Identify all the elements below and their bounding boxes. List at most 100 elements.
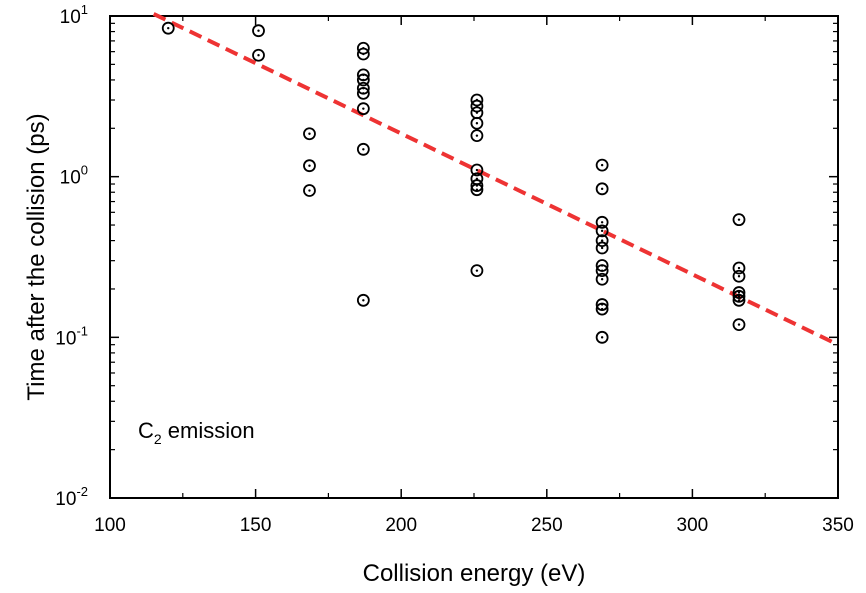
data-point-ring [470,129,484,143]
data-point-ring [595,224,609,238]
data-point-ring [470,183,484,197]
data-point-center [362,78,365,82]
emission-annotation: C2 emission [138,418,255,447]
data-point [303,127,316,141]
x-axis-title: Collision energy (eV) [363,560,586,587]
data-point-ring [303,127,316,141]
data-point-ring [732,289,746,303]
x-tick-label: 150 [240,515,272,536]
data-point [470,116,484,130]
annotation-subscript: 2 [154,431,162,447]
data-point [356,293,370,307]
axis-ticks [109,15,839,499]
data-point-center [600,278,604,281]
data-point [595,241,609,255]
data-point-center [362,92,365,95]
data-point-center [362,52,365,56]
data-point-ring [732,318,746,332]
data-point-ring [732,213,746,227]
data-point [303,184,316,197]
data-point-ring [252,48,265,62]
data-point [595,158,609,172]
data-point-center [600,307,604,311]
y-tick-base: 10 [55,489,76,510]
data-points-layer [161,21,746,344]
data-point-center [600,221,604,224]
data-point-center [475,188,479,191]
data-point-center [308,189,311,192]
data-point [595,272,609,286]
y-axis-title: Time after the collision (ps) [23,113,50,400]
y-tick-label: 101 [60,2,88,28]
data-point-center [600,239,604,242]
fit-line-layer [152,12,839,347]
y-tick-base: 10 [60,7,81,28]
data-point-center [362,148,365,151]
data-point [732,286,746,299]
data-point-center [737,323,741,326]
data-point-center [475,122,479,125]
data-point-ring [732,261,746,275]
data-point-ring [356,293,370,307]
data-point-center [600,269,604,272]
data-point [356,142,370,156]
data-point-center [257,54,260,57]
fit-line [152,12,839,347]
data-point-ring [303,184,316,197]
data-point [595,264,609,278]
x-tick-label: 200 [385,515,417,536]
data-point-ring [303,159,316,173]
data-point-center [475,111,479,114]
data-point [732,318,746,332]
data-point-center [600,229,604,233]
data-point-ring [470,163,484,177]
data-point [356,102,370,116]
data-point-center [308,164,311,167]
data-point-center [737,291,741,294]
y-tick-label: 100 [60,163,88,189]
data-point [470,163,484,177]
data-point [252,24,265,38]
annotation-main: C [138,418,154,443]
data-point-ring [356,102,370,116]
annotation-rest: emission [162,418,255,443]
data-point-ring [595,234,609,248]
y-tick-exponent: -1 [76,323,88,338]
y-tick-label: 10-1 [55,323,88,349]
y-tick-exponent: 1 [81,2,88,17]
data-point-ring [470,264,484,278]
data-point-ring [595,215,609,229]
data-point-ring [356,142,370,156]
y-tick-exponent: 0 [81,163,88,178]
x-tick-label: 300 [677,515,709,536]
data-point-ring [356,86,370,100]
y-tick-label: 10-2 [55,484,88,510]
data-point-center [737,266,741,270]
data-point-center [475,269,479,272]
data-point-ring [161,21,175,35]
data-point-center [737,275,741,278]
x-tick-label: 100 [94,515,126,536]
data-point [595,224,609,238]
data-point [595,330,609,344]
data-point-ring [356,47,370,61]
data-point-center [600,336,604,339]
data-point-ring [595,330,609,344]
data-point [356,86,370,100]
data-point-ring [595,302,609,316]
data-point-ring [732,293,746,307]
y-tick-base: 10 [60,168,81,189]
data-point-ring [470,116,484,130]
data-point-ring [732,286,746,299]
data-point-center [308,132,311,135]
data-point-ring [356,73,370,87]
y-tick-exponent: -2 [76,484,88,499]
data-point [595,182,609,196]
data-point [595,215,609,229]
data-point-ring [470,179,484,192]
data-point-center [362,299,365,302]
data-point [470,264,484,278]
x-tick-label: 250 [531,515,563,536]
